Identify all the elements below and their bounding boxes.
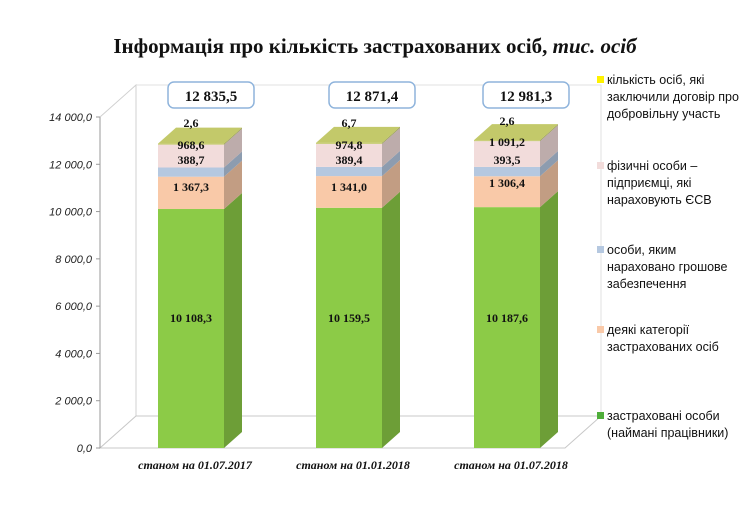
bar-segment-side [540, 191, 558, 448]
bar-top-face [316, 126, 400, 143]
bar-segment [474, 176, 540, 208]
total-callout-box [167, 81, 255, 109]
bar-segment-side [540, 160, 558, 208]
data-label: 6,7 [342, 116, 357, 130]
bar-segment [158, 167, 224, 177]
bar-stack [158, 127, 242, 448]
bar-segment-side [382, 126, 400, 144]
bar-segment [474, 141, 540, 167]
total-callout: 12 981,3 [482, 81, 570, 109]
bar-segment [158, 144, 224, 168]
x-tick-label: станом на 01.07.2017 [138, 458, 253, 472]
x-tick-label: станом на 01.07.2018 [454, 458, 568, 472]
legend-item-employees: застраховані особи (наймані працівники) [597, 408, 747, 442]
bar-segment [158, 143, 224, 145]
data-label: 389,4 [336, 153, 363, 167]
bar-segment [316, 176, 382, 208]
data-label: 2,6 [184, 116, 199, 130]
legend-swatch-entrepreneurs [597, 162, 604, 169]
total-callout: 12 871,4 [328, 81, 416, 109]
legend-label-entrepreneurs: фізичні особи – підприємці, які нарахову… [607, 159, 712, 207]
x-tick-label: станом на 01.01.2018 [296, 458, 410, 472]
bar-segment [316, 207, 382, 448]
legend-item-voluntary: кількість осіб, які заключили договір пр… [597, 72, 747, 123]
bar-segment-side [224, 128, 242, 168]
back-wall [136, 84, 602, 416]
chart-title: Інформація про кількість застрахованих о… [0, 34, 750, 59]
total-callout: 12 835,5 [167, 81, 255, 109]
y-tick-label: 10 000,0 [49, 207, 93, 219]
chart-title-unit: тис. осіб [552, 34, 637, 58]
total-callout-box [482, 81, 570, 109]
bar-segment [158, 209, 224, 448]
total-value: 12 835,5 [185, 89, 238, 105]
bar-segment [316, 166, 382, 177]
y-tick-label: 12 000,0 [49, 159, 93, 171]
total-value: 12 871,4 [346, 89, 399, 105]
bars: 10 108,3 10 159,5 10 187,6 1 367,3 1 341,0 1 … [158, 114, 558, 448]
bar-segment [474, 140, 540, 142]
legend-label-voluntary: кількість осіб, які заключили договір пр… [607, 73, 739, 121]
legend-swatch-voluntary [597, 76, 604, 83]
bar-segment-side [224, 127, 242, 145]
bar-segment-side [224, 160, 242, 210]
bar-segment [316, 142, 382, 144]
legend-label-employees: застраховані особи (наймані працівники) [607, 409, 729, 440]
bar-top-face [474, 124, 558, 141]
data-label: 10 159,5 [328, 311, 370, 325]
total-value: 12 981,3 [500, 89, 553, 105]
bar-segment-side [382, 127, 400, 167]
total-callout-box [328, 81, 416, 109]
side-wall [99, 83, 137, 450]
bar-segment-side [382, 191, 400, 448]
bar-segment [158, 176, 224, 210]
bar-segment-side [382, 160, 400, 208]
data-label: 1 091,2 [489, 135, 525, 149]
bar-segment-side [540, 150, 558, 177]
bar-segment-side [540, 125, 558, 167]
bar-segment-side [224, 193, 242, 448]
bar-segment [316, 143, 382, 167]
data-label: 393,5 [494, 153, 521, 167]
y-tick-label: 0,0 [77, 443, 93, 455]
data-label: 1 341,0 [331, 180, 367, 194]
data-label: 388,7 [178, 153, 205, 167]
legend-swatch-employees [597, 412, 604, 419]
bar-segment-side [224, 151, 242, 177]
bar-segment-side [540, 124, 558, 142]
legend-swatch-categories [597, 326, 604, 333]
total-callouts: 12 835,5 12 871,4 12 981,3 [167, 81, 570, 109]
bar-segment [474, 207, 540, 448]
data-label: 974,8 [336, 138, 363, 152]
y-tick-label: 14 000,0 [49, 112, 93, 124]
y-tick-label: 2 000,0 [54, 396, 93, 408]
data-label: 1 367,3 [173, 180, 209, 194]
legend-item-entrepreneurs: фізичні особи – підприємці, які нарахову… [597, 158, 747, 209]
legend-item-allowance: особи, яким нараховано грошове забезпече… [597, 242, 747, 293]
bar-segment [474, 166, 540, 177]
legend-label-allowance: особи, яким нараховано грошове забезпече… [607, 243, 728, 291]
y-tick-label: 4 000,0 [55, 348, 93, 360]
data-label: 968,6 [178, 138, 205, 152]
legend-swatch-allowance [597, 246, 604, 253]
legend-item-categories: деякі категорії застрахованих осіб [597, 322, 747, 356]
legend-label-categories: деякі категорії застрахованих осіб [607, 323, 719, 354]
data-label: 1 306,4 [489, 176, 525, 190]
bar-stack [474, 124, 558, 448]
y-axis: 0,0 2 000,0 4 000,0 6 000,0 8 000,0 10 000,0 1… [49, 112, 101, 455]
chart-title-main: Інформація про кількість застрахованих о… [113, 34, 553, 58]
bar-stack [316, 126, 400, 448]
data-label: 2,6 [500, 114, 515, 128]
y-tick-label: 6 000,0 [55, 301, 93, 313]
bar-segment-side [382, 150, 400, 177]
x-axis: станом на 01.07.2017 станом на 01.01.2018… [138, 458, 568, 472]
data-label: 10 187,6 [486, 311, 528, 325]
data-label: 10 108,3 [170, 311, 212, 325]
bar-top-face [158, 127, 242, 144]
y-tick-label: 8 000,0 [55, 254, 93, 266]
